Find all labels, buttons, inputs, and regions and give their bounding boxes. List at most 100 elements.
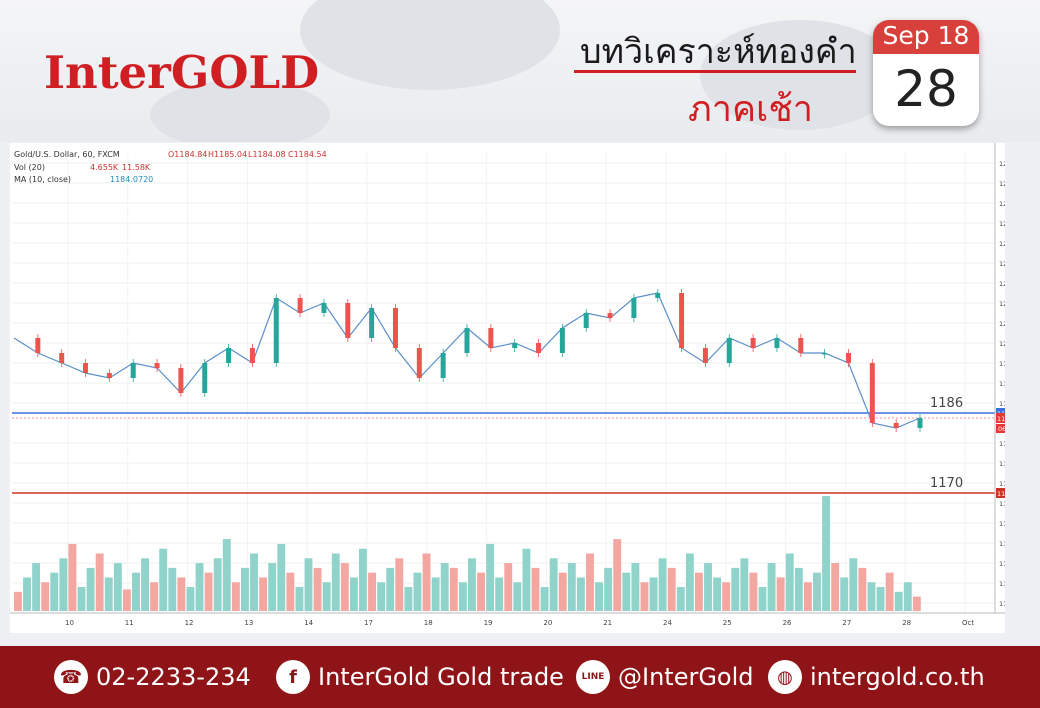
- volume-bar: [722, 582, 731, 611]
- level-price-tag-text: 1173.70: [997, 490, 1005, 498]
- calendar-icon: Sep 18 28: [873, 20, 979, 126]
- candle-body: [130, 363, 136, 378]
- price-tick-label: 1188: [999, 400, 1005, 408]
- volume-bar: [649, 577, 658, 611]
- volume-bar: [468, 558, 476, 611]
- time-tick-label: 11: [125, 619, 134, 627]
- volume-bar: [586, 553, 594, 611]
- world-map-shape: [300, 0, 560, 90]
- legend-volume-label: Vol (20): [14, 163, 45, 172]
- volume-bar: [368, 572, 376, 611]
- volume-bar: [894, 591, 903, 611]
- phone-icon: ☎: [54, 660, 88, 694]
- volume-bar: [222, 539, 231, 611]
- volume-bar: [486, 543, 495, 611]
- candle-body: [369, 308, 375, 338]
- time-tick-label: 24: [663, 619, 672, 627]
- footer: ☎ 02-2233-234 f InterGold Gold trade LIN…: [0, 646, 1040, 708]
- legend-ohlc-close: C1184.54: [288, 150, 327, 159]
- volume-bar: [77, 587, 86, 611]
- volume-bar: [576, 577, 585, 611]
- volume-bar: [785, 553, 794, 611]
- price-chart[interactable]: 11861185.9511701173.701184.5406:49 12361…: [10, 143, 1005, 633]
- price-tick-label: 1164: [999, 520, 1005, 528]
- volume-bars: [14, 496, 921, 611]
- volume-bar: [604, 567, 613, 611]
- volume-bar: [713, 577, 722, 611]
- ma-line: [13, 292, 921, 429]
- facebook-name: InterGold Gold trade: [318, 663, 564, 691]
- volume-bar: [876, 587, 885, 611]
- time-axis: 10 11 12 13 14 17 18 19 20 21 24 25 26 27 28 Oct: [65, 619, 974, 627]
- price-tick-label: 1200: [999, 340, 1005, 348]
- world-map-shape: [700, 20, 900, 130]
- volume-bar: [277, 543, 286, 611]
- volume-bar: [168, 567, 177, 611]
- volume-bar: [558, 572, 567, 611]
- title-underline: [574, 70, 856, 73]
- volume-bar: [731, 567, 740, 611]
- footer-facebook[interactable]: f InterGold Gold trade: [276, 646, 564, 708]
- candle-body: [321, 303, 327, 313]
- phone-number: 02-2233-234: [96, 663, 251, 691]
- candle-body: [464, 328, 470, 353]
- candle-body: [559, 328, 565, 353]
- time-tick-label: 25: [723, 619, 732, 627]
- volume-bar: [68, 543, 77, 611]
- volume-bar: [504, 563, 513, 611]
- facebook-icon: f: [276, 660, 310, 694]
- candle-body: [750, 338, 756, 348]
- volume-bar: [259, 577, 268, 611]
- candle-body: [440, 353, 446, 378]
- page-subtitle: ภาคเช้า: [688, 89, 813, 130]
- volume-bar: [159, 548, 168, 611]
- footer-line[interactable]: LINE @InterGold: [576, 646, 754, 708]
- price-tick-label: 1224: [999, 220, 1005, 228]
- price-tick-label: 1156: [999, 560, 1005, 568]
- candle-body: [83, 363, 89, 373]
- volume-bar: [231, 582, 240, 611]
- candle-body: [35, 338, 41, 353]
- candle-body: [679, 293, 685, 348]
- price-tick-label: 1152: [999, 580, 1005, 588]
- volume-bar: [840, 577, 849, 611]
- time-tick-label: 10: [65, 619, 74, 627]
- legend-ohlc-open: O1184.84: [168, 150, 207, 159]
- level-label: 1170: [930, 476, 963, 491]
- candle-body: [178, 368, 184, 393]
- time-tick-label: 17: [364, 619, 373, 627]
- intergold-logo: InterGOLD: [44, 46, 320, 99]
- volume-bar: [813, 572, 821, 611]
- candle-body: [822, 353, 828, 355]
- candle-body: [726, 338, 732, 363]
- price-tick-label: 1220: [999, 240, 1005, 248]
- calendar-month: Sep 18: [873, 20, 979, 54]
- volume-bar: [313, 567, 322, 611]
- volume-bar: [803, 582, 812, 611]
- volume-bar: [903, 582, 912, 611]
- volume-bar: [540, 587, 549, 611]
- volume-bar: [704, 563, 712, 611]
- candle-body: [392, 308, 398, 348]
- volume-bar: [477, 572, 485, 611]
- header: InterGOLD บทวิเคราะห์ทองคำ ภาคเช้า Sep 1…: [0, 0, 1040, 142]
- footer-website[interactable]: ◍ intergold.co.th: [768, 646, 985, 708]
- volume-bar: [141, 558, 149, 611]
- legend-ohlc-high: H1185.04: [208, 150, 247, 159]
- volume-bar: [449, 567, 458, 611]
- volume-bar: [849, 558, 858, 611]
- level-label: 1186: [930, 396, 963, 411]
- globe-icon: ◍: [768, 660, 802, 694]
- candle-body: [106, 373, 112, 378]
- volume-bar: [695, 572, 703, 611]
- legend-symbol: Gold/U.S. Dollar, 60, FXCM: [14, 150, 120, 159]
- volume-bar: [676, 587, 685, 611]
- current-price-tag-text: 1184.54: [997, 415, 1005, 423]
- price-tick-label: 1160: [999, 540, 1005, 548]
- volume-bar: [349, 577, 358, 611]
- price-tick-label: 1216: [999, 260, 1005, 268]
- volume-bar: [685, 553, 694, 611]
- volume-bar: [359, 548, 367, 611]
- footer-phone[interactable]: ☎ 02-2233-234: [54, 646, 251, 708]
- volume-bar: [658, 558, 667, 611]
